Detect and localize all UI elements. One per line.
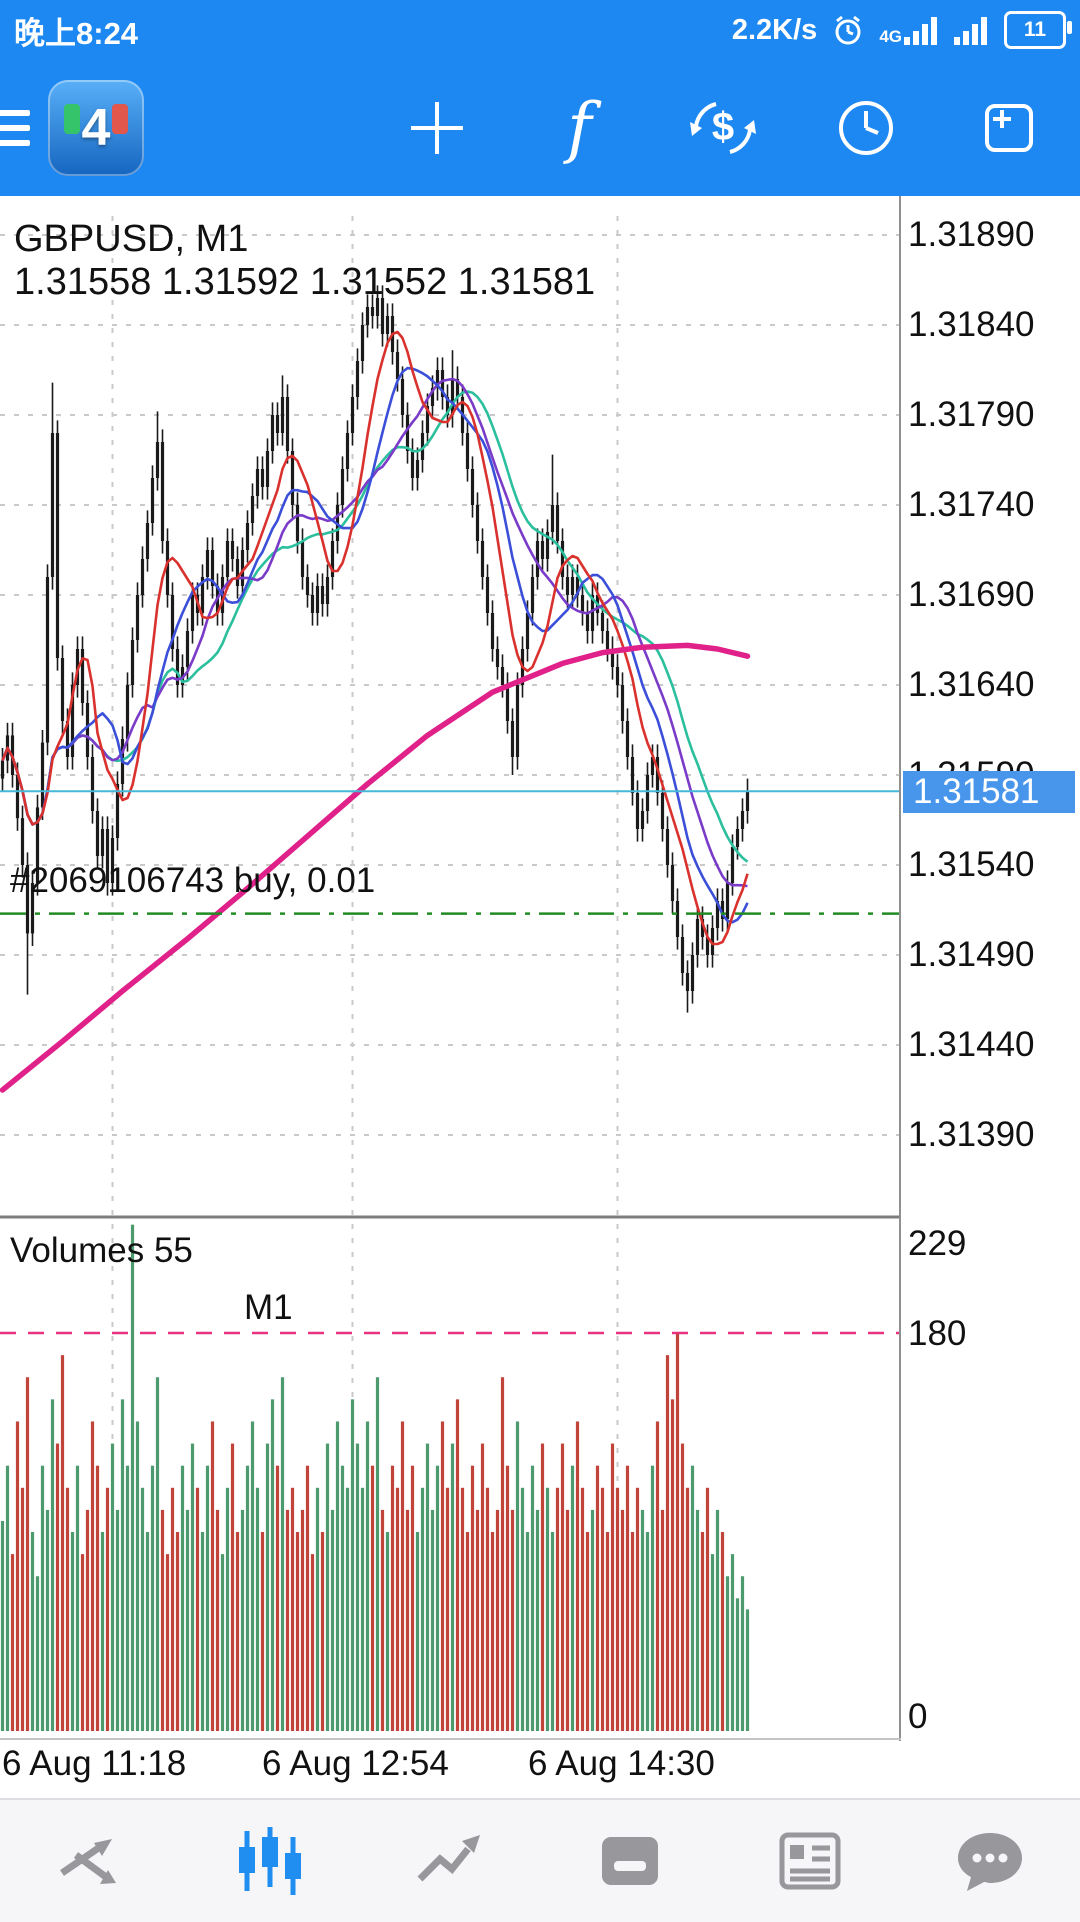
symbol-title: GBPUSD, M1 [14,218,249,260]
trade-button[interactable]: $ [651,73,794,183]
quotes-arrows-icon [50,1821,130,1901]
bull-figure-icon [64,104,80,134]
nav-news-button[interactable] [735,1811,885,1911]
bear-figure-icon [112,104,128,134]
svg-text:$: $ [711,105,733,149]
price-axis-label: 1.31390 [908,1115,1035,1154]
crosshair-button[interactable] [365,73,508,183]
time-axis-label: 6 Aug 14:30 [528,1744,715,1783]
line-chart-icon [410,1821,490,1901]
chat-bubble-icon [950,1821,1030,1901]
clock-icon [834,96,898,160]
ohlc-readout: 1.31558 1.31592 1.31552 1.31581 [14,261,596,303]
menu-hamburger-icon[interactable] [0,96,38,160]
price-axis-label: 1.31690 [908,575,1035,614]
price-axis-label: 1.31540 [908,845,1035,884]
signal-bars-icon [904,15,940,45]
nav-messages-button[interactable] [915,1811,1065,1911]
status-bar: 晚上8:24 2.2K/s 4G [0,0,1080,60]
open-position-label: #2069106743 buy, 0.01 [10,861,376,900]
network-type-label: 4G [879,27,902,46]
history-button[interactable] [794,73,937,183]
nav-quotes-button[interactable] [15,1811,165,1911]
clock-text: 晚上8:24 [14,15,139,51]
price-axis-label: 1.31490 [908,935,1035,974]
price-axis-label: 1.31640 [908,665,1035,704]
tray-icon [590,1821,670,1901]
time-axis-label: 6 Aug 12:54 [262,1744,449,1783]
bottom-navigation [0,1798,1080,1922]
price-axis-label: 1.31740 [908,485,1035,524]
newspaper-icon [770,1821,850,1901]
signal-bars2-icon [954,15,990,45]
price-chart[interactable] [0,196,901,1741]
dollar-arrows-icon: $ [686,96,760,160]
network-speed: 2.2K/s [731,13,818,46]
nav-charts-button[interactable] [195,1811,345,1911]
indicators-button[interactable]: f [508,73,651,183]
volumes-title: Volumes 55 [10,1231,193,1270]
crosshair-icon [405,96,469,160]
current-price-badge: 1.31581 [903,771,1075,813]
candlestick-chart-icon [230,1821,310,1901]
nav-trade-button[interactable] [375,1811,525,1911]
indicator-f-icon: f [567,89,592,166]
mt4-app-icon[interactable]: 4 [48,80,144,176]
battery-level: 11 [1023,18,1047,41]
volume-level-label: M1 [244,1288,293,1327]
app-toolbar: 4 f $ [0,60,1080,196]
new-order-button[interactable] [937,73,1080,183]
battery-icon: 11 [1004,11,1072,49]
volume-axis-label: 0 [908,1697,928,1736]
volume-axis-label: 180 [908,1314,967,1353]
alarm-icon [831,13,865,47]
price-axis-label: 1.31790 [908,395,1035,434]
price-axis-label: 1.31890 [908,215,1035,254]
new-order-icon [977,96,1041,160]
nav-history-button[interactable] [555,1811,705,1911]
volume-axis-label: 229 [908,1224,967,1263]
price-axis-label: 1.31840 [908,305,1035,344]
price-axis-label: 1.31440 [908,1025,1035,1064]
time-axis-label: 6 Aug 11:18 [2,1744,187,1783]
